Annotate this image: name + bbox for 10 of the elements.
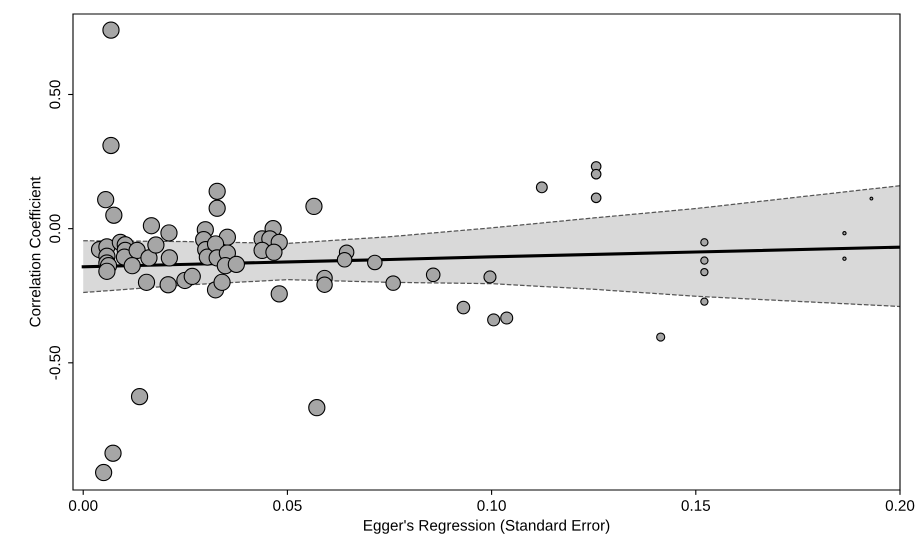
x-tick-label: 0.05 <box>273 500 302 511</box>
x-tick-label: 0.10 <box>477 500 506 511</box>
y-axis-title: Correlation Coefficient <box>29 176 40 327</box>
x-tick-label: 0.20 <box>886 500 914 511</box>
x-tick-label: 0.00 <box>68 500 98 511</box>
y-tick-label: -0.50 <box>49 346 60 380</box>
x-axis-title: Egger's Regression (Standard Error) <box>364 520 610 534</box>
y-tick-label: 0.00 <box>49 214 60 243</box>
x-tick-label: 0.15 <box>682 500 710 511</box>
y-tick-label: 0.50 <box>49 80 60 109</box>
